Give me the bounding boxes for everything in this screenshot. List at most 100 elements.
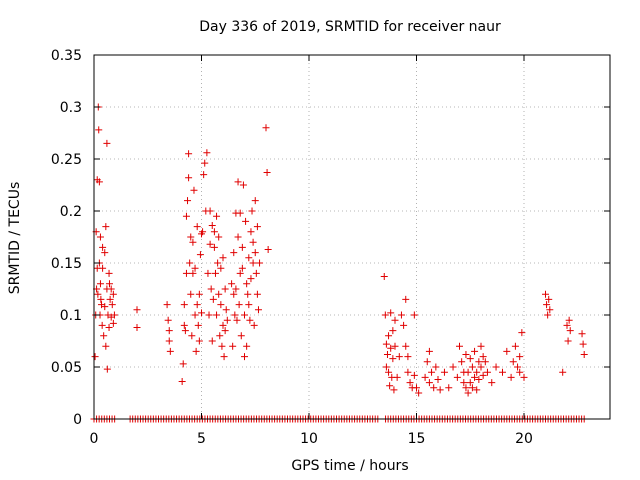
data-point — [249, 238, 257, 246]
data-point — [462, 351, 470, 359]
data-point — [102, 223, 110, 231]
data-point — [165, 337, 173, 345]
data-point — [241, 311, 248, 319]
data-point — [185, 150, 193, 158]
data-point — [542, 290, 549, 298]
axis-ticks: 0 0.05 0.1 0.15 0.2 0.25 0.3 0.35 0 5 10 15 20 — [51, 48, 610, 447]
data-point — [238, 264, 246, 272]
data-point — [509, 358, 517, 366]
data-point — [397, 311, 405, 319]
data-point — [243, 280, 251, 288]
data-point — [473, 368, 481, 376]
data-point — [477, 342, 485, 350]
data-point — [100, 332, 108, 340]
data-point — [215, 290, 223, 298]
data-point — [391, 342, 399, 350]
data-point — [264, 245, 272, 253]
data-point — [218, 342, 226, 350]
data-point — [466, 355, 474, 363]
data-point — [410, 311, 418, 319]
data-point — [109, 319, 117, 327]
data-point — [387, 344, 395, 352]
data-point — [432, 363, 440, 371]
data-point — [516, 368, 524, 376]
data-point — [511, 342, 519, 350]
data-point — [181, 327, 189, 335]
plot-frame — [93, 54, 611, 420]
data-point — [466, 379, 474, 387]
data-point — [105, 280, 113, 288]
data-point — [425, 379, 433, 387]
data-point — [488, 379, 496, 387]
data-point — [182, 269, 190, 277]
data-point — [208, 337, 216, 345]
data-point — [481, 358, 489, 366]
data-point — [110, 311, 118, 319]
data-point — [105, 269, 113, 277]
data-point — [473, 386, 481, 394]
data-point — [219, 254, 227, 262]
data-point — [200, 171, 208, 179]
data-point — [492, 363, 500, 371]
data-point — [460, 379, 468, 387]
data-point — [565, 316, 573, 324]
data-point — [580, 351, 588, 359]
data-point — [99, 264, 107, 272]
data-point — [421, 373, 429, 381]
data-point — [193, 223, 201, 231]
data-point — [380, 273, 388, 281]
data-point — [234, 178, 242, 186]
data-point — [196, 251, 204, 259]
data-point — [263, 169, 271, 177]
data-point — [236, 209, 244, 217]
data-point — [247, 228, 255, 236]
data-point — [434, 375, 442, 383]
data-point — [423, 358, 431, 366]
data-point — [543, 301, 551, 309]
data-point — [195, 337, 203, 345]
data-point — [220, 353, 228, 361]
data-point — [190, 186, 198, 194]
data-point — [389, 327, 397, 335]
data-point — [393, 373, 401, 381]
data-point — [94, 290, 102, 298]
data-point — [192, 347, 200, 355]
data-point — [514, 363, 522, 371]
data-point — [216, 332, 224, 340]
data-point — [449, 363, 457, 371]
data-points — [90, 103, 588, 423]
data-point — [243, 342, 251, 350]
data-point — [180, 301, 188, 309]
data-point — [402, 342, 410, 350]
data-point — [251, 249, 259, 257]
data-point — [464, 368, 472, 376]
data-point — [520, 373, 528, 381]
data-point — [107, 285, 115, 293]
data-point — [390, 386, 398, 394]
data-point — [415, 389, 423, 397]
data-point — [211, 269, 219, 277]
data-point — [559, 368, 567, 376]
data-point — [236, 269, 244, 277]
data-point — [199, 228, 207, 236]
data-point — [386, 382, 394, 390]
y-tick-label: 0.15 — [51, 256, 82, 272]
data-point — [387, 309, 395, 317]
data-point — [385, 368, 393, 376]
data-point — [222, 306, 230, 314]
data-point — [187, 290, 195, 298]
data-point — [201, 159, 209, 167]
data-point — [186, 259, 194, 267]
data-point — [425, 347, 433, 355]
data-point — [228, 280, 236, 288]
data-point — [205, 311, 213, 319]
data-point — [578, 330, 586, 338]
data-point — [234, 233, 242, 241]
data-point — [545, 295, 553, 303]
data-point — [96, 280, 104, 288]
data-point — [229, 342, 237, 350]
data-point — [245, 301, 253, 309]
x-tick-label: 15 — [408, 431, 426, 447]
data-point — [503, 347, 511, 355]
